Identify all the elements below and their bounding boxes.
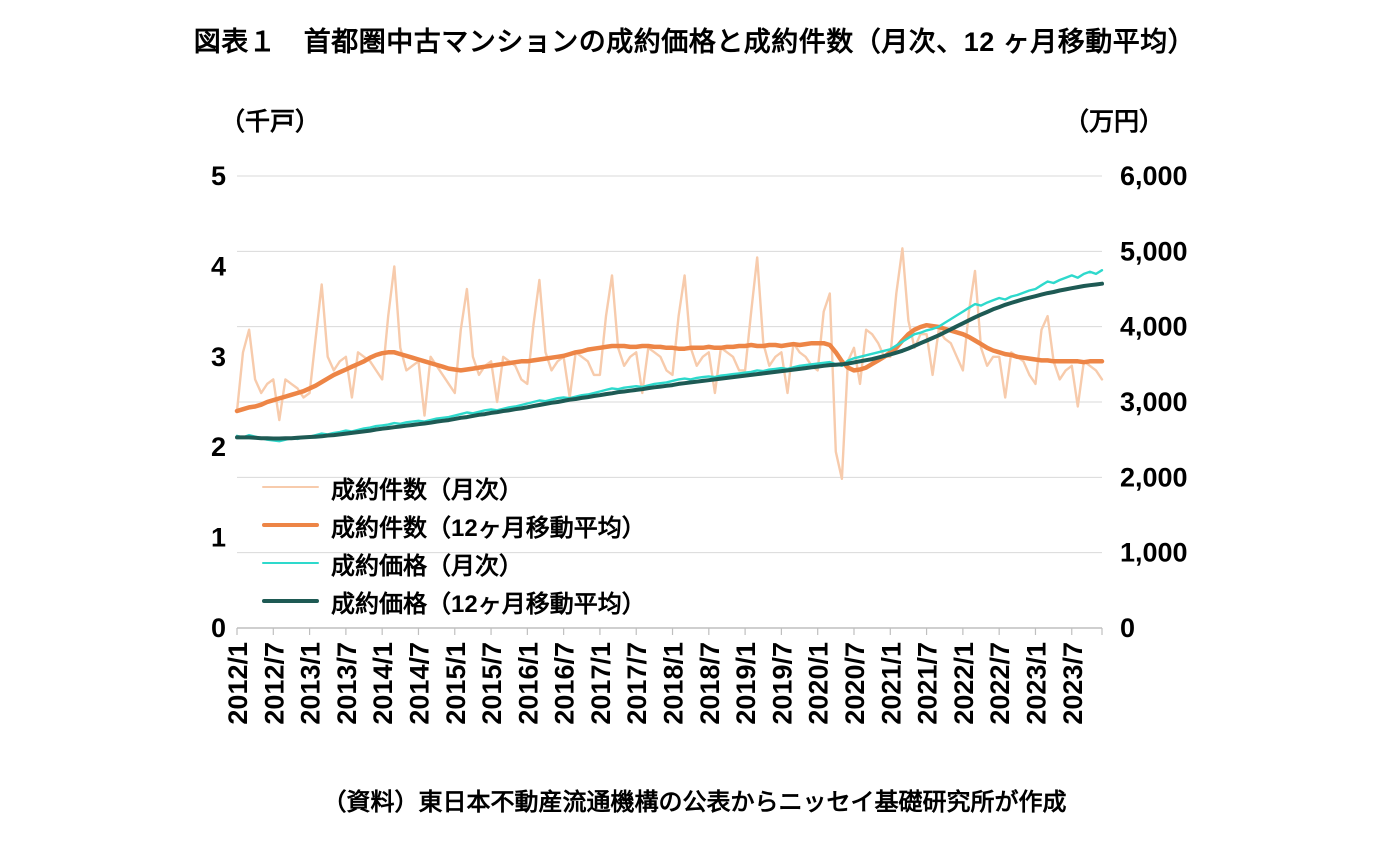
x-axis-tick-label: 2017/1 <box>586 642 616 725</box>
x-axis-tick-label: 2015/7 <box>477 642 507 725</box>
left-axis-tick-label: 2 <box>211 432 226 462</box>
legend-label-price-monthly: 成約価格（月次） <box>331 552 523 580</box>
x-axis-tick-label: 2014/1 <box>368 642 398 725</box>
legend-line-swatch-price-monthly <box>262 561 319 565</box>
legend-label-price-ma: 成約価格（12ヶ月移動平均） <box>331 590 646 618</box>
legend-line-swatch-price-ma <box>262 599 319 603</box>
right-axis-tick-label: 1,000 <box>1120 538 1188 568</box>
right-axis-tick-label: 3,000 <box>1120 387 1188 417</box>
x-axis-tick-label: 2015/1 <box>441 642 471 725</box>
series-line-deals-ma <box>234 322 1105 414</box>
right-axis-unit-label: （万円） <box>1064 108 1165 136</box>
legend-line-swatch-deals-ma <box>262 522 319 528</box>
x-axis-tick-label: 2019/7 <box>767 642 797 725</box>
x-axis-tick-label: 2016/1 <box>513 642 543 725</box>
legend-item-deals-ma: 成約件数（12ヶ月移動平均） <box>262 506 646 544</box>
left-axis-tick-label: 0 <box>211 613 226 643</box>
x-axis-tick-label: 2018/7 <box>695 642 725 725</box>
x-axis-tick-label: 2013/1 <box>296 642 326 725</box>
left-axis-tick-label: 5 <box>211 161 226 191</box>
x-axis-tick-label: 2022/1 <box>949 642 979 725</box>
x-axis-tick-label: 2022/7 <box>985 642 1015 725</box>
x-axis-tick-label: 2023/1 <box>1021 642 1051 725</box>
legend-item-price-monthly: 成約価格（月次） <box>262 544 646 582</box>
series-line-price-ma <box>235 281 1104 441</box>
x-axis-tick-label: 2020/1 <box>804 642 834 725</box>
right-axis-tick-label: 0 <box>1120 613 1135 643</box>
x-axis-tick-label: 2013/7 <box>332 642 362 725</box>
x-axis-tick-label: 2017/7 <box>622 642 652 725</box>
right-axis-tick-label: 4,000 <box>1120 312 1188 342</box>
x-axis-tick-label: 2016/7 <box>550 642 580 725</box>
legend-label-deals-monthly: 成約件数（月次） <box>331 476 523 504</box>
left-axis-unit-label: （千戸） <box>220 108 321 136</box>
x-axis-tick-label: 2014/7 <box>404 642 434 725</box>
x-axis-tick-label: 2019/1 <box>731 642 761 725</box>
series-line-deals-monthly <box>235 247 1104 480</box>
x-axis-tick-label: 2012/7 <box>259 642 289 725</box>
x-axis-tick-label: 2021/7 <box>913 642 943 725</box>
right-axis-tick-label: 6,000 <box>1120 161 1188 191</box>
x-axis-tick-label: 2023/7 <box>1058 642 1088 725</box>
x-axis-tick-label: 2018/1 <box>659 642 689 725</box>
legend-label-deals-ma: 成約件数（12ヶ月移動平均） <box>331 514 646 542</box>
legend-line-swatch-deals-monthly <box>262 485 319 489</box>
chart-title: 図表１ 首都圏中古マンションの成約価格と成約件数（月次、12 ヶ月移動平均） <box>193 27 1196 57</box>
right-axis-tick-label: 2,000 <box>1120 462 1188 492</box>
series-line-price-monthly <box>235 269 1104 443</box>
left-axis-tick-label: 1 <box>211 523 226 553</box>
x-axis-tick-label: 2012/1 <box>223 642 253 725</box>
left-axis-tick-label: 4 <box>211 251 226 281</box>
legend-item-deals-monthly: 成約件数（月次） <box>262 468 646 506</box>
left-axis-tick-label: 3 <box>211 342 226 372</box>
right-axis-tick-label: 5,000 <box>1120 236 1188 266</box>
source-note: （資料）東日本不動産流通機構の公表からニッセイ基礎研究所が作成 <box>322 789 1067 816</box>
chart-legend: 成約件数（月次） 成約件数（12ヶ月移動平均） 成約価格（月次） 成約価格（12… <box>262 468 646 620</box>
legend-item-price-ma: 成約価格（12ヶ月移動平均） <box>262 582 646 620</box>
x-axis-tick-label: 2021/1 <box>876 642 906 725</box>
x-axis-tick-label: 2020/7 <box>840 642 870 725</box>
